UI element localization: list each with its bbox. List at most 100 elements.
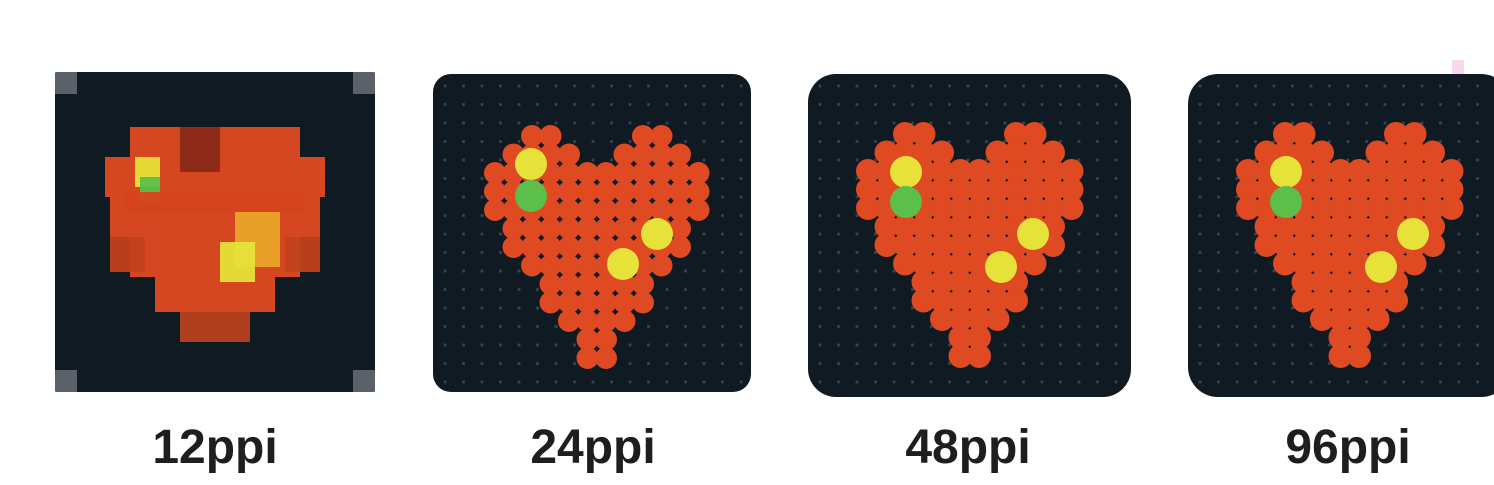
grid-dot: [1114, 232, 1118, 236]
heart-pixel: [1328, 233, 1353, 257]
grid-dot: [1198, 158, 1202, 162]
grid-dot: [1235, 324, 1239, 329]
grid-dot: [1420, 306, 1424, 310]
grid-dot: [1058, 343, 1063, 347]
grid-dot: [480, 195, 484, 199]
heart-pixel: [1347, 325, 1371, 350]
grid-dot: [665, 343, 669, 347]
grid-dot: [480, 250, 484, 255]
grid-dot: [461, 250, 466, 255]
grid-dot: [498, 287, 503, 292]
highlight-pixel: [1270, 186, 1302, 218]
grid-dot: [1346, 139, 1350, 144]
heart-pixel: [502, 236, 525, 258]
grid-dot: [609, 102, 614, 107]
grid-dot: [609, 84, 614, 88]
grid-dot: [461, 306, 466, 310]
grid-dot: [480, 139, 484, 144]
grid-dot: [1475, 324, 1480, 329]
heart-pixel: [576, 347, 599, 369]
heart-pixel: [1022, 122, 1047, 146]
grid-dot: [720, 269, 725, 273]
grid-dot: [1114, 84, 1118, 88]
grid-dot: [1198, 343, 1202, 347]
heart-pixel: [650, 199, 673, 221]
heart-pixel: [893, 251, 917, 276]
grid-dot: [1475, 158, 1480, 162]
grid-dot: [855, 158, 859, 162]
grid-dot: [1077, 324, 1081, 329]
heart-pixel: [967, 177, 991, 202]
grid-dot: [1095, 139, 1100, 144]
grid-dot: [554, 102, 558, 107]
grid-dot: [1420, 324, 1424, 329]
grid-dot: [683, 121, 688, 125]
grid-dot: [443, 343, 447, 347]
grid-dot: [1290, 380, 1295, 384]
grid-dot: [892, 306, 896, 310]
grid-dot: [1290, 361, 1295, 366]
grid-dot: [1114, 195, 1118, 199]
grid-dot: [892, 84, 896, 88]
grid-dot: [572, 102, 577, 107]
caption-12ppi: 12ppi: [152, 421, 278, 474]
grid-dot: [1438, 324, 1443, 329]
heart-pixel: [521, 217, 543, 240]
grid-dot: [966, 158, 970, 162]
grid-dot: [1235, 343, 1239, 347]
heart-pixel: [948, 159, 973, 183]
grid-dot: [461, 139, 466, 144]
grid-dot: [1272, 361, 1276, 366]
grid-dot: [1309, 380, 1313, 384]
heart-pixel: [985, 307, 1010, 331]
grid-dot: [1235, 287, 1239, 292]
heart-pixel: [1328, 288, 1353, 313]
heart-pixel: [576, 291, 599, 314]
heart-pixel: [930, 214, 954, 239]
heart-pixel: [595, 347, 617, 369]
grid-dot: [646, 102, 651, 107]
grid-dot: [1077, 158, 1081, 162]
heart-pixel: [1310, 177, 1334, 202]
grid-dot: [1021, 324, 1026, 329]
grid-dot: [720, 213, 725, 218]
highlight-pixel: [1270, 156, 1302, 188]
grid-dot: [1095, 176, 1100, 181]
grid-dot: [517, 84, 521, 88]
heart-pixel: [576, 217, 599, 240]
grid-dot: [739, 195, 743, 199]
grid-dot: [665, 324, 669, 329]
grid-dot: [1003, 84, 1007, 88]
grid-dot: [1327, 380, 1332, 384]
heart-pixel: [558, 162, 580, 184]
heart-pixel: [521, 254, 543, 277]
heart-panel-96ppi: [1188, 74, 1494, 397]
highlight-pixel: [641, 218, 673, 250]
heart-pixel: [576, 162, 599, 184]
grid-dot: [836, 287, 841, 292]
grid-dot: [443, 121, 447, 125]
heart-pixel: [1384, 177, 1408, 202]
grid-dot: [855, 269, 859, 273]
heart-pixel: [1347, 288, 1371, 313]
highlight-pixel: [985, 251, 1017, 283]
grid-dot: [720, 102, 725, 107]
grid-dot: [1114, 306, 1118, 310]
heart-pixel: [967, 159, 991, 183]
grid-dot: [818, 176, 822, 181]
grid-dot: [929, 343, 933, 347]
grid-dot: [702, 121, 706, 125]
grid-dot: [1058, 306, 1063, 310]
heart-pixel: [948, 177, 973, 202]
grid-dot: [1003, 361, 1007, 366]
heart-pixel: [948, 344, 973, 368]
grid-dot: [855, 343, 859, 347]
grid-dot: [739, 306, 743, 310]
grid-dot: [1058, 84, 1063, 88]
grid-dot: [720, 324, 725, 329]
grid-dot: [1383, 84, 1387, 88]
grid-dot: [873, 84, 878, 88]
heart-pixel: [1421, 177, 1445, 202]
grid-dot: [855, 380, 859, 384]
grid-dot: [572, 121, 577, 125]
